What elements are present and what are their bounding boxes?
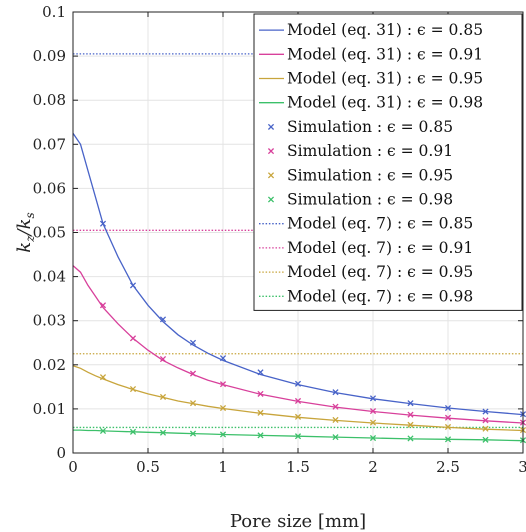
- legend-box: [253, 13, 523, 311]
- legend-label: Simulation : ϵ = 0.91: [287, 142, 453, 160]
- simulation-point: [219, 431, 227, 438]
- simulation-point: [444, 414, 452, 421]
- simulation-point: [332, 434, 339, 441]
- simulation-point: [99, 220, 107, 227]
- simulation-point: [444, 436, 452, 443]
- simulation-point: [257, 369, 264, 376]
- simulation-point: [294, 397, 302, 405]
- simulation-point: [159, 429, 167, 436]
- legend-label: Model (eq. 31) : ϵ = 0.98: [287, 94, 483, 112]
- simulation-point: [444, 404, 452, 412]
- legend-label: Model (eq. 7) : ϵ = 0.98: [287, 287, 473, 305]
- simulation-point: [99, 374, 107, 381]
- simulation-point: [482, 408, 489, 415]
- legend-label: Model (eq. 7) : ϵ = 0.91: [287, 239, 473, 257]
- legend: Model (eq. 31) : ϵ = 0.85 Model (eq. 31) …: [253, 13, 523, 311]
- simulation-point: [407, 435, 414, 442]
- simulation-point: [369, 419, 377, 426]
- simulation-point: [99, 427, 107, 435]
- simulation-point: [129, 335, 137, 342]
- y-tick-label: 0.07: [33, 135, 66, 153]
- simulation-point: [332, 389, 339, 396]
- simulation-point: [159, 316, 167, 323]
- y-tick-label: 0: [56, 444, 66, 462]
- legend-marker: [267, 172, 275, 179]
- x-tick-label: 0: [68, 458, 78, 476]
- x-axis-label: Pore size [mm]: [230, 511, 366, 532]
- model-eq31-line-0: [72, 132, 524, 416]
- simulation-point: [219, 381, 227, 388]
- legend-marker: [267, 123, 275, 130]
- x-tick-label: 1: [218, 458, 228, 476]
- y-tick-label: 0.01: [33, 400, 66, 418]
- simulation-point: [257, 409, 264, 416]
- simulation-point: [189, 400, 197, 407]
- x-tick-label: 3: [518, 458, 526, 476]
- simulation-point: [332, 416, 339, 423]
- simulation-point: [294, 433, 302, 440]
- simulation-point: [369, 395, 377, 402]
- x-tick-label: 2: [368, 458, 378, 476]
- simulation-point: [407, 421, 414, 428]
- simulation-point: [444, 423, 452, 431]
- y-tick-label: 0.03: [33, 312, 66, 330]
- y-tick-label: 0.06: [33, 179, 66, 197]
- simulation-point: [294, 380, 302, 387]
- y-tick-label: 0.08: [33, 91, 66, 109]
- y-tick-label: 0.05: [33, 224, 66, 242]
- legend-label: Simulation : ϵ = 0.85: [287, 118, 453, 136]
- legend-label: Simulation : ϵ = 0.98: [287, 191, 453, 209]
- simulation-point: [219, 404, 227, 412]
- x-tick-label: 0.5: [136, 458, 160, 476]
- y-tick-label: 0.02: [33, 356, 66, 374]
- simulation-point: [294, 413, 302, 420]
- simulation-markers: [99, 220, 526, 444]
- simulation-point: [482, 436, 489, 443]
- legend-marker: [267, 148, 275, 155]
- legend-label: Model (eq. 7) : ϵ = 0.95: [287, 263, 473, 281]
- simulation-point: [159, 356, 167, 363]
- simulation-point: [129, 282, 137, 289]
- simulation-point: [129, 428, 137, 435]
- simulation-point: [189, 370, 197, 377]
- x-tick-label: 2.5: [436, 458, 460, 476]
- simulation-point: [159, 393, 167, 401]
- y-tick-label: 0.1: [42, 3, 66, 21]
- legend-label: Model (eq. 7) : ϵ = 0.85: [287, 215, 473, 233]
- simulation-point: [482, 425, 489, 432]
- simulation-point: [369, 408, 377, 415]
- simulation-point: [482, 417, 489, 424]
- simulation-point: [99, 302, 107, 309]
- simulation-point: [219, 355, 227, 362]
- simulation-point: [332, 403, 339, 410]
- y-tick-label: 0.04: [33, 268, 66, 286]
- simulation-point: [129, 385, 137, 393]
- y-axis-label: kz/ks: [14, 212, 37, 252]
- simulation-point: [257, 390, 264, 397]
- simulation-point: [369, 434, 377, 442]
- simulation-point: [407, 400, 414, 407]
- y-axis-ticks: 0 0.01 0.02 0.03 0.04 0.05 0.06 0.07 0.08 0.09 0.1: [33, 3, 523, 462]
- simulation-point: [407, 411, 414, 418]
- x-tick-label: 1.5: [286, 458, 310, 476]
- legend-marker: [267, 196, 275, 203]
- legend-label: Simulation : ϵ = 0.95: [287, 166, 453, 184]
- y-tick-label: 0.09: [33, 47, 66, 65]
- simulation-point: [257, 432, 264, 439]
- legend-label: Model (eq. 31) : ϵ = 0.95: [287, 70, 483, 88]
- legend-label: Model (eq. 31) : ϵ = 0.85: [287, 21, 483, 39]
- x-axis-ticks: 0 0.5 1 1.5 2 2.5 3: [68, 12, 526, 476]
- simulation-point: [189, 339, 197, 346]
- legend-label: Model (eq. 31) : ϵ = 0.91: [287, 45, 483, 63]
- simulation-point: [189, 430, 197, 437]
